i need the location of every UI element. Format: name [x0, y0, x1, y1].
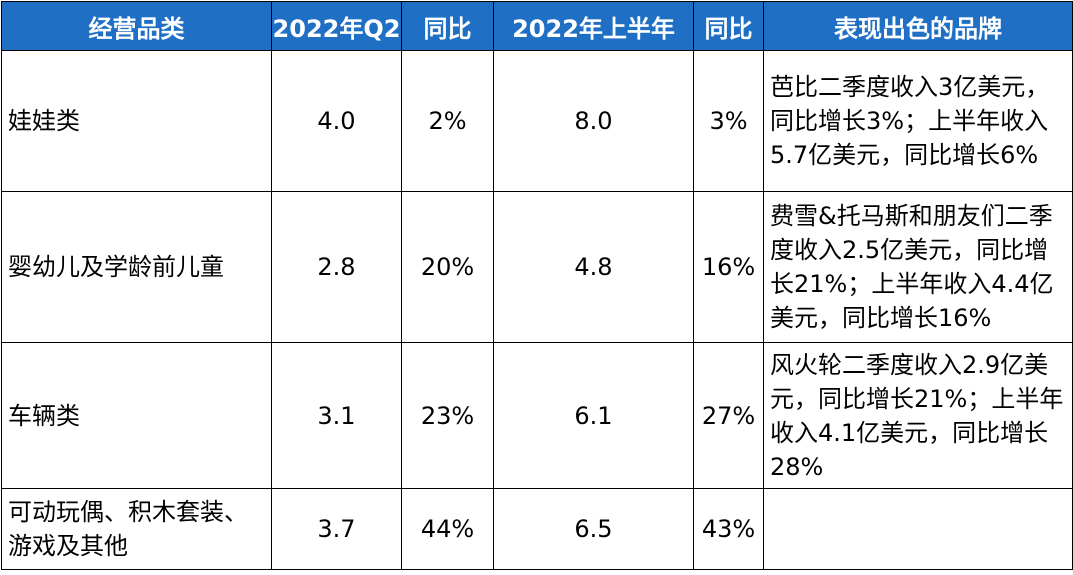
header-category: 经营品类 [1, 1, 272, 51]
category-cell: 可动玩偶、积木套装、游戏及其他 [1, 488, 272, 570]
h1-yoy-cell: 3% [693, 50, 764, 192]
h1-yoy-cell: 43% [693, 488, 764, 570]
category-cell: 婴幼儿及学龄前儿童 [1, 191, 272, 343]
header-h1-yoy: 同比 [693, 1, 764, 51]
brand-cell: 费雪&托马斯和朋友们二季度收入2.5亿美元，同比增长21%；上半年收入4.4亿美… [763, 191, 1073, 343]
category-cell: 车辆类 [1, 342, 272, 489]
table-row: 车辆类 3.1 23% 6.1 27% 风火轮二季度收入2.9亿美元，同比增长2… [1, 342, 1073, 489]
header-h1: 2022年上半年 [493, 1, 694, 51]
q2-cell: 4.0 [271, 50, 402, 192]
h1-cell: 8.0 [493, 50, 694, 192]
category-cell: 娃娃类 [1, 50, 272, 192]
brand-cell [763, 488, 1073, 570]
h1-yoy-cell: 16% [693, 191, 764, 343]
table-row: 可动玩偶、积木套装、游戏及其他 3.7 44% 6.5 43% [1, 488, 1073, 570]
q2-yoy-cell: 2% [401, 50, 494, 192]
q2-cell: 3.1 [271, 342, 402, 489]
h1-cell: 6.1 [493, 342, 694, 489]
q2-yoy-cell: 44% [401, 488, 494, 570]
q2-yoy-cell: 23% [401, 342, 494, 489]
table-row: 娃娃类 4.0 2% 8.0 3% 芭比二季度收入3亿美元，同比增长3%；上半年… [1, 50, 1073, 192]
q2-cell: 3.7 [271, 488, 402, 570]
table-row: 婴幼儿及学龄前儿童 2.8 20% 4.8 16% 费雪&托马斯和朋友们二季度收… [1, 191, 1073, 343]
h1-yoy-cell: 27% [693, 342, 764, 489]
brand-cell: 芭比二季度收入3亿美元，同比增长3%；上半年收入5.7亿美元，同比增长6% [763, 50, 1073, 192]
header-brand: 表现出色的品牌 [763, 1, 1073, 51]
h1-cell: 6.5 [493, 488, 694, 570]
q2-yoy-cell: 20% [401, 191, 494, 343]
header-q2-yoy: 同比 [401, 1, 494, 51]
brand-cell: 风火轮二季度收入2.9亿美元，同比增长21%；上半年收入4.1亿美元，同比增长2… [763, 342, 1073, 489]
header-row: 经营品类 2022年Q2 同比 2022年上半年 同比 表现出色的品牌 [1, 1, 1073, 51]
header-q2: 2022年Q2 [271, 1, 402, 51]
h1-cell: 4.8 [493, 191, 694, 343]
q2-cell: 2.8 [271, 191, 402, 343]
